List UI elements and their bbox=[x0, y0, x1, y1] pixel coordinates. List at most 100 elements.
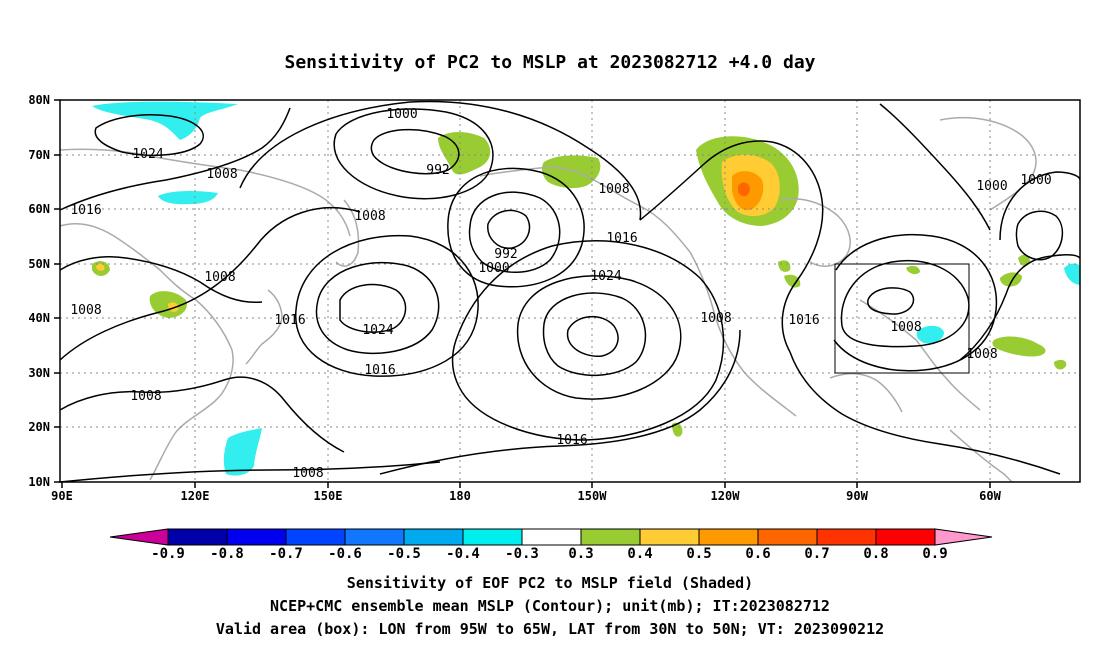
figure-title: Sensitivity of PC2 to MSLP at 2023082712… bbox=[284, 52, 815, 73]
colorbar-box bbox=[285, 528, 346, 546]
map-panel: 1024 1008 1016 1008 1008 1008 1000 992 1… bbox=[28, 93, 1081, 503]
colorbar-label: -0.6 bbox=[328, 546, 362, 562]
contour-tropical-1008 bbox=[59, 376, 345, 453]
contour-central-na bbox=[789, 351, 1061, 475]
coast-kamchatka bbox=[335, 199, 360, 267]
colorbar-label: 0.4 bbox=[627, 546, 652, 562]
valid-area-box bbox=[834, 263, 970, 374]
contour-subtropics-1008 bbox=[59, 461, 441, 483]
colorbar-labels: -0.9 -0.8 -0.7 -0.6 -0.5 -0.4 -0.3 0.3 0… bbox=[151, 546, 948, 562]
footer-line-3: Valid area (box): LON from 95W to 65W, L… bbox=[216, 620, 884, 638]
colorbar-label: -0.4 bbox=[446, 546, 480, 562]
contour-label: 1008 bbox=[206, 167, 237, 182]
colorbar-label: -0.9 bbox=[151, 546, 185, 562]
shading-green-atlantic-west bbox=[992, 336, 1046, 357]
contour-bering-low-1008 bbox=[447, 167, 585, 288]
contour-arctic-1008 bbox=[239, 100, 642, 221]
colorbar-label: -0.5 bbox=[387, 546, 421, 562]
colorbar-box bbox=[580, 528, 641, 546]
footer-line-2: NCEP+CMC ensemble mean MSLP (Contour); u… bbox=[270, 597, 830, 615]
colorbar-box bbox=[816, 528, 877, 546]
footer: Sensitivity of EOF PC2 to MSLP field (Sh… bbox=[216, 574, 884, 638]
contour-labels: 1024 1008 1016 1008 1008 1008 1000 992 1… bbox=[70, 107, 1051, 481]
lon-labels: 90E 120E 150E 180 150W 120W 90W 60W bbox=[51, 489, 1001, 503]
colorbar-right-arrow bbox=[934, 528, 993, 546]
coast-alaska bbox=[479, 166, 691, 253]
coast-na-east bbox=[859, 299, 981, 411]
coast-na-west bbox=[689, 251, 797, 417]
sensitivity-shading bbox=[92, 101, 1080, 476]
contour-na-1008-outer bbox=[833, 233, 998, 372]
shading-green-pacific-east bbox=[672, 422, 683, 437]
lat-label: 40N bbox=[28, 311, 50, 325]
lat-label: 20N bbox=[28, 420, 50, 434]
shading-cyan-arctic bbox=[92, 101, 238, 140]
contour-label: 1008 bbox=[70, 303, 101, 318]
colorbar-label: 0.8 bbox=[863, 546, 888, 562]
coast-asia bbox=[59, 222, 234, 481]
shading-green-atlantic-north bbox=[1018, 254, 1030, 267]
colorbar: -0.9 -0.8 -0.7 -0.6 -0.5 -0.4 -0.3 0.3 0… bbox=[109, 528, 993, 562]
colorbar-label: 0.7 bbox=[804, 546, 829, 562]
lat-label: 30N bbox=[28, 366, 50, 380]
coast-gulf bbox=[829, 373, 903, 413]
lon-label: 150E bbox=[314, 489, 343, 503]
colorbar-label: -0.3 bbox=[505, 546, 539, 562]
contour-pacific-high-1024 bbox=[516, 275, 682, 400]
contour-label: 1008 bbox=[700, 311, 731, 326]
contour-label: 992 bbox=[426, 163, 449, 178]
lon-label: 120W bbox=[711, 489, 741, 503]
contour-west-high-1024 bbox=[315, 261, 440, 355]
shading-green-great-lakes bbox=[778, 260, 801, 288]
colorbar-label: 0.6 bbox=[745, 546, 770, 562]
lat-labels: 10N 20N 30N 40N 50N 60N 70N 80N bbox=[28, 93, 50, 489]
contour-label: 1000 bbox=[976, 179, 1007, 194]
lon-label: 60W bbox=[979, 489, 1001, 503]
colorbar-box bbox=[757, 528, 818, 546]
contour-label: 1008 bbox=[966, 347, 997, 362]
lon-label: 150W bbox=[578, 489, 608, 503]
colorbar-label: 0.3 bbox=[568, 546, 593, 562]
contour-west-high-inner bbox=[339, 283, 407, 333]
coast-greenland bbox=[939, 116, 1037, 211]
contour-pacific-high-1016 bbox=[451, 240, 725, 441]
coast-south-america bbox=[949, 429, 1013, 483]
contour-bering-low-992 bbox=[487, 209, 531, 249]
contour-label: 1008 bbox=[598, 182, 629, 197]
contour-label: 1016 bbox=[274, 313, 305, 328]
colorbar-label: -0.8 bbox=[210, 546, 244, 562]
contour-label: 1008 bbox=[204, 270, 235, 285]
contour-label: 1024 bbox=[362, 323, 393, 338]
shading-cyan-atlantic-1 bbox=[916, 325, 944, 344]
contour-label: 992 bbox=[494, 247, 517, 262]
contour-label: 1008 bbox=[292, 466, 323, 481]
contour-label: 1024 bbox=[590, 269, 621, 284]
colorbar-box bbox=[521, 528, 582, 546]
contour-label: 1016 bbox=[70, 203, 101, 218]
coast-japan bbox=[245, 289, 283, 365]
shading-green-quebec bbox=[1000, 272, 1022, 287]
colorbar-label: 0.5 bbox=[686, 546, 711, 562]
contour-label: 1016 bbox=[556, 433, 587, 448]
contour-west-high-1016 bbox=[295, 234, 479, 377]
lon-label: 120E bbox=[181, 489, 210, 503]
lat-label: 80N bbox=[28, 93, 50, 107]
shading-yellow-india bbox=[96, 263, 105, 271]
contour-label: 1016 bbox=[606, 231, 637, 246]
contour-siberia-1016 bbox=[59, 107, 291, 211]
contour-pacific-1016-south bbox=[379, 329, 741, 475]
shading-green-atlantic-spot bbox=[1054, 359, 1067, 370]
contour-label: 1008 bbox=[890, 320, 921, 335]
contour-india-1008 bbox=[59, 255, 263, 304]
contour-na-low-1016 bbox=[840, 259, 970, 348]
contour-west-1008 bbox=[59, 207, 361, 361]
contour-pacific-high-mid bbox=[542, 292, 647, 376]
contour-label: 1024 bbox=[132, 147, 163, 162]
footer-line-1: Sensitivity of EOF PC2 to MSLP field (Sh… bbox=[347, 574, 753, 592]
shading-cyan-philippines bbox=[223, 428, 262, 476]
contour-atlantic-1000 bbox=[999, 171, 1081, 241]
colorbar-left-arrow bbox=[109, 528, 169, 546]
contour-label: 1008 bbox=[354, 209, 385, 224]
contour-arctic-low-1000 bbox=[333, 108, 494, 200]
